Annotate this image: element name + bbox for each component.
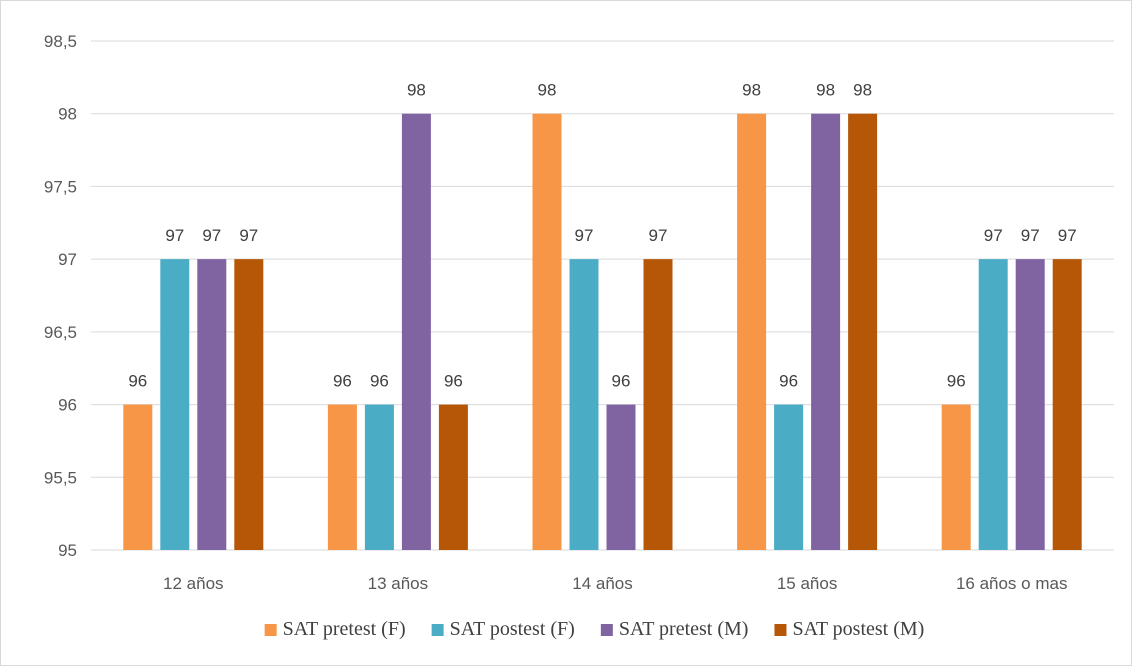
bar [941,404,971,550]
y-tick-label: 95 [58,541,77,560]
bar [1052,259,1082,550]
bar [160,259,190,550]
data-label: 96 [612,372,631,391]
legend-label: SAT postest (M) [792,618,924,640]
bar [606,404,636,550]
bar [401,113,431,550]
legend-item: SAT pretest (F) [264,618,406,640]
data-label: 98 [816,81,835,100]
x-tick-label: 14 años [572,574,633,593]
y-tick-label: 95,5 [44,468,77,487]
y-tick-label: 96 [58,396,77,415]
data-label: 98 [538,81,557,100]
y-tick-label: 97 [58,250,77,269]
bar [123,404,153,550]
bar [327,404,357,550]
data-label: 96 [370,372,389,391]
data-label: 96 [444,372,463,391]
legend-swatch [774,624,787,636]
data-label: 96 [947,372,966,391]
bar [234,259,264,550]
bar [643,259,673,550]
legend-swatch [600,624,613,636]
data-label: 96 [333,372,352,391]
data-label: 97 [649,226,668,245]
legend-item: SAT postest (M) [774,618,924,640]
bar [569,259,599,550]
data-label: 97 [165,226,184,245]
legend-swatch [264,624,277,636]
y-axis-ticks: 95 95,5 96 96,5 97 97,5 98 98,5 [44,32,77,560]
y-tick-label: 98 [58,105,77,124]
y-tick-label: 97,5 [44,177,77,196]
legend-label: SAT pretest (F) [283,618,406,640]
bar [978,259,1008,550]
bar [197,259,227,550]
y-tick-label: 98,5 [44,32,77,51]
data-label: 97 [239,226,258,245]
y-tick-label: 96,5 [44,323,77,342]
legend: SAT pretest (F) SAT postest (F) SAT pretes… [264,618,924,640]
data-labels: 96 97 97 97 96 96 98 96 98 97 96 97 98 96 98 98 96 97 97 97 [128,81,1076,391]
legend-label: SAT postest (F) [450,618,575,640]
legend-label: SAT pretest (M) [619,618,749,640]
data-label: 98 [407,81,426,100]
legend-swatch [431,624,444,636]
data-label: 97 [1021,226,1040,245]
x-tick-label: 13 años [368,574,429,593]
bar [364,404,394,550]
bar [848,113,878,550]
legend-item: SAT pretest (M) [600,618,749,640]
data-label: 98 [742,81,761,100]
data-label: 96 [779,372,798,391]
bar [438,404,468,550]
data-label: 98 [853,81,872,100]
legend-item: SAT postest (F) [431,618,575,640]
x-tick-label: 12 años [163,574,224,593]
data-label: 96 [128,372,147,391]
data-label: 97 [984,226,1003,245]
data-label: 97 [202,226,221,245]
bar [1015,259,1045,550]
bar [532,113,562,550]
bars [123,113,1082,550]
bar [737,113,767,550]
x-tick-label: 16 años o mas [956,574,1068,593]
x-axis-ticks: 12 años 13 años 14 años 15 años 16 años o ma… [163,574,1067,593]
data-label: 97 [1058,226,1077,245]
bar [774,404,804,550]
x-tick-label: 15 años [777,574,838,593]
data-label: 97 [575,226,594,245]
bar [811,113,841,550]
